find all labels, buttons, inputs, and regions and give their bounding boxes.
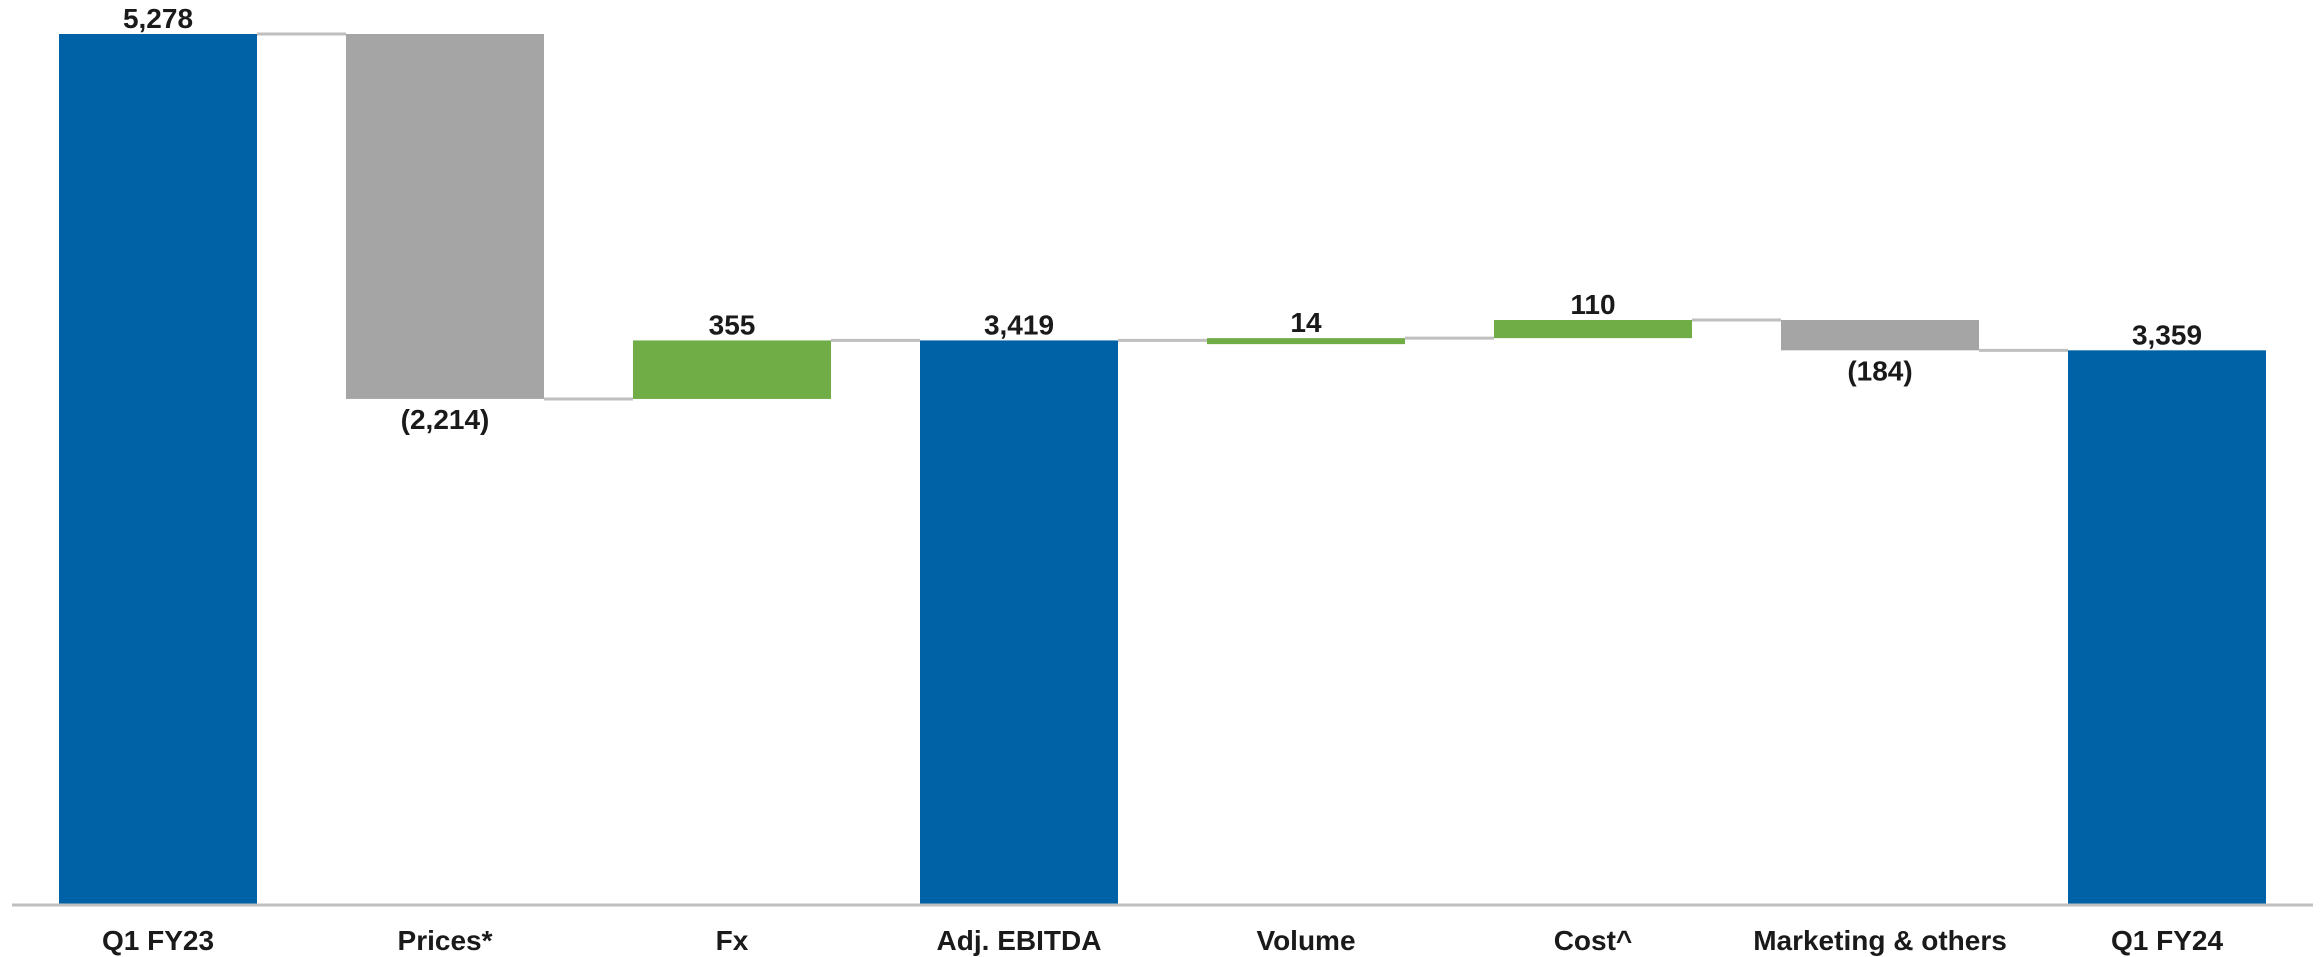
x-tick-label: Prices* — [398, 925, 493, 956]
bar-total — [920, 340, 1118, 904]
data-label: 5,278 — [123, 3, 193, 34]
bar-decrease — [1781, 319, 1979, 351]
data-label: (184) — [1847, 355, 1912, 386]
data-label: (2,214) — [401, 404, 490, 435]
data-label: 14 — [1290, 307, 1322, 338]
x-tick-labels: Q1 FY23 Prices* Fx Adj. EBITDA Volume Cost^ Ma… — [102, 925, 2223, 956]
connector-lines — [257, 32, 2068, 401]
x-tick-label: Q1 FY23 — [102, 925, 214, 956]
x-tick-label: Fx — [716, 925, 749, 956]
x-tick-label: Cost^ — [1554, 925, 1633, 956]
x-tick-label: Marketing & others — [1753, 925, 2007, 956]
data-label: 110 — [1570, 289, 1615, 320]
bars — [59, 34, 2266, 904]
bar-increase — [633, 340, 831, 399]
x-tick-label: Adj. EBITDA — [937, 925, 1102, 956]
x-tick-label: Volume — [1256, 925, 1355, 956]
bar-increase — [1494, 319, 1692, 339]
data-labels: 5,278 (2,214) 355 3,419 14 110 (184) 3,359 — [123, 3, 2202, 435]
data-label: 355 — [709, 309, 756, 340]
data-label: 3,359 — [2132, 319, 2202, 350]
data-label: 3,419 — [984, 309, 1054, 340]
bar-total — [2068, 350, 2266, 904]
bar-increase — [1207, 338, 1405, 345]
bar-decrease — [346, 34, 544, 399]
bar-total — [59, 34, 257, 904]
x-tick-label: Q1 FY24 — [2111, 925, 2223, 956]
